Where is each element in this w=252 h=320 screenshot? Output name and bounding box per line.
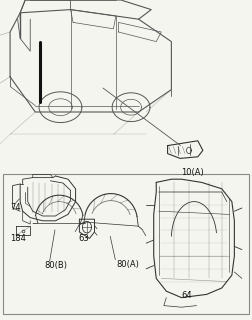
Text: 74: 74 (10, 204, 21, 212)
Text: 10(A): 10(A) (181, 168, 204, 177)
Text: 184: 184 (10, 234, 26, 243)
Text: 80(B): 80(B) (44, 261, 67, 270)
Text: 80(A): 80(A) (116, 260, 139, 268)
Text: 63: 63 (78, 234, 89, 243)
Bar (3, 174, 249, 314)
Text: 64: 64 (181, 292, 192, 300)
